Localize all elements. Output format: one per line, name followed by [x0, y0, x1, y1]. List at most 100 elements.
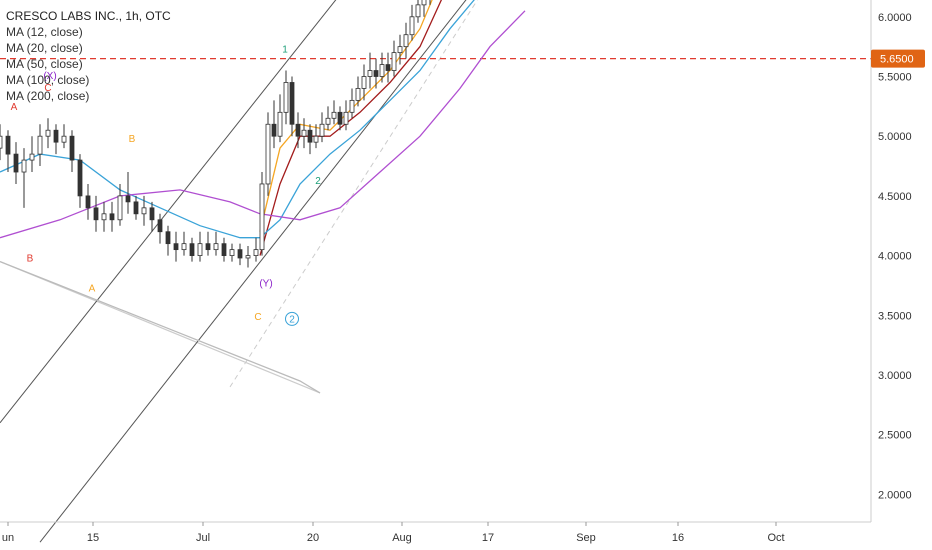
x-tick-label: 15 — [87, 532, 99, 544]
candle-body — [265, 123, 271, 185]
candle-body — [245, 255, 251, 259]
wave-label: 2 — [289, 314, 295, 325]
y-tick-label: 2.0000 — [878, 489, 912, 501]
candle-body — [149, 207, 155, 221]
candle-body — [385, 64, 391, 71]
channel-midline — [229, 0, 479, 388]
candle-body — [355, 88, 361, 101]
candle-body — [13, 153, 19, 173]
candle-body — [0, 135, 3, 149]
candle-body — [93, 207, 99, 221]
x-tick-label: Jul — [196, 532, 210, 544]
candle-body — [173, 243, 179, 251]
candle-body — [125, 195, 131, 203]
candle-body — [29, 153, 35, 161]
x-tick-label: 16 — [672, 532, 684, 544]
candle-body — [61, 135, 67, 143]
candle-body — [271, 123, 277, 137]
wave-label: B — [27, 254, 34, 265]
candle-body — [361, 76, 367, 89]
wave-label: B — [129, 134, 136, 145]
candle-body — [319, 123, 325, 137]
candle-body — [165, 231, 171, 245]
legend-ma-100[interactable]: MA (100, close) — [6, 73, 90, 87]
wave-label: A — [89, 283, 96, 294]
candle-body — [415, 4, 421, 18]
candle-body — [141, 207, 147, 215]
x-tick-label: Sep — [576, 532, 596, 544]
candle-body — [301, 129, 307, 137]
candle-body — [283, 82, 289, 113]
y-tick-label: 5.5000 — [878, 72, 912, 84]
candle-body — [117, 195, 123, 221]
price-badge-bg — [871, 49, 925, 68]
candle-body — [391, 52, 397, 71]
wave-label: (Y) — [259, 279, 272, 290]
candle-body — [337, 111, 343, 125]
ma-line-ma20 — [259, 0, 443, 256]
descending-trendline — [0, 261, 321, 394]
candle-body — [133, 201, 139, 215]
candle-body — [295, 123, 301, 137]
y-tick-label: 6.0000 — [878, 12, 912, 24]
candle-body — [37, 135, 43, 155]
ma-line-ma50 — [0, 0, 475, 239]
wave-label: A — [11, 102, 18, 113]
candle-body — [85, 195, 91, 209]
candle-body — [373, 70, 379, 77]
wave-label: (X) — [43, 71, 56, 82]
circled-wave-label: 2 — [285, 311, 299, 326]
candle-body — [5, 135, 11, 155]
candle-body — [221, 243, 227, 257]
candle-body — [197, 243, 203, 257]
y-tick-label: 5.0000 — [878, 131, 912, 143]
ma-line-ma200 — [0, 260, 321, 394]
legend-ma-200[interactable]: MA (200, close) — [6, 89, 90, 103]
candle-body — [349, 99, 355, 113]
wave-label: C — [254, 312, 261, 323]
candle-body — [109, 213, 115, 221]
y-tick-label: 4.5000 — [878, 191, 912, 203]
chart-legend: CRESCO LABS INC., 1h, OTC MA (12, close)… — [6, 8, 171, 104]
candle-body — [213, 243, 219, 251]
y-tick-label: 3.0000 — [878, 370, 912, 382]
candle-body — [181, 243, 187, 251]
x-tick-label: 20 — [307, 532, 319, 544]
candle-body — [237, 249, 243, 259]
wave-label: 2 — [315, 176, 321, 187]
channel-upper-line — [0, 0, 337, 424]
legend-ma-50[interactable]: MA (50, close) — [6, 57, 83, 71]
candle-body — [421, 0, 427, 6]
candle-body — [307, 129, 313, 143]
candle-body — [205, 243, 211, 251]
candle-body — [409, 16, 415, 36]
x-tick-label: Oct — [767, 532, 784, 544]
y-axis: 2.0000 2.5000 3.0000 3.5000 4.0000 4.5000 5.00… — [878, 12, 912, 502]
candle-body — [289, 82, 295, 125]
legend-ma-20[interactable]: MA (20, close) — [6, 41, 83, 55]
y-tick-label: 4.0000 — [878, 251, 912, 263]
x-tick-label: Aug — [392, 532, 412, 544]
x-tick-label: un — [2, 532, 14, 544]
candle-body — [77, 159, 83, 197]
candle-body — [259, 183, 265, 251]
candle-body — [313, 135, 319, 143]
candle-body — [189, 243, 195, 257]
candle-body — [379, 64, 385, 77]
x-axis: un 15 Jul 20 Aug 17 Sep 16 Oct — [2, 522, 785, 544]
candle-body — [101, 213, 107, 221]
candle-body — [53, 129, 59, 143]
price-badge-label: 5.6500 — [880, 54, 914, 66]
wave-label: C — [44, 83, 51, 94]
candle-body — [229, 249, 235, 257]
candle-body — [69, 135, 75, 161]
candle-body — [45, 129, 51, 137]
candles — [0, 0, 431, 268]
candle-body — [367, 70, 373, 77]
legend-ma-12[interactable]: MA (12, close) — [6, 25, 83, 39]
candle-body — [253, 249, 259, 257]
wave-circle — [285, 311, 299, 326]
